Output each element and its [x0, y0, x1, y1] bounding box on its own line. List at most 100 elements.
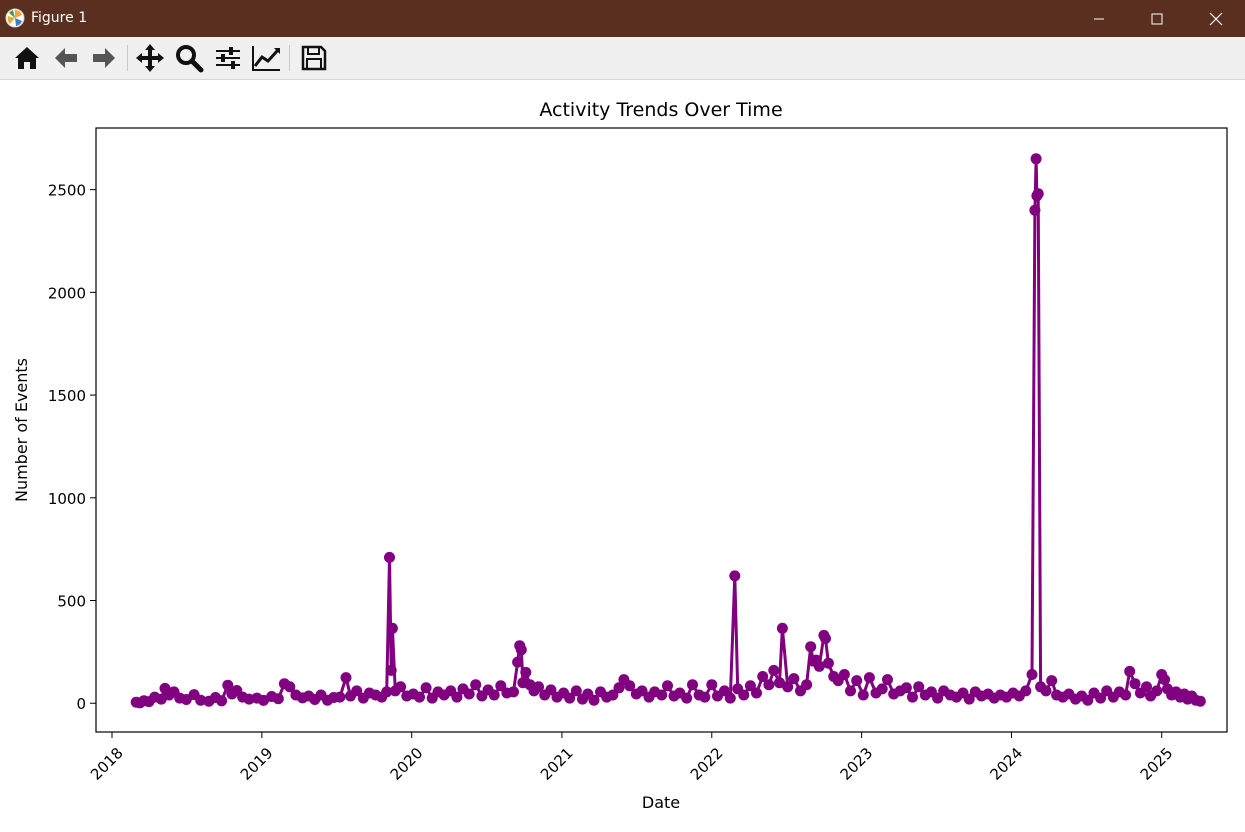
data-point	[838, 669, 850, 680]
data-point	[1030, 153, 1042, 165]
data-point	[495, 680, 507, 692]
data-point	[900, 682, 912, 694]
data-point	[751, 687, 762, 699]
data-point	[351, 685, 363, 697]
data-point	[805, 641, 817, 653]
data-point	[533, 681, 544, 693]
data-point	[857, 689, 869, 701]
save-icon	[301, 45, 327, 71]
edit-axis-button[interactable]	[249, 41, 283, 75]
data-point	[1046, 675, 1058, 687]
data-point	[545, 684, 557, 696]
data-point	[706, 679, 718, 691]
forward-button[interactable]	[87, 41, 121, 75]
data-point	[822, 657, 834, 669]
y-tick-label: 2500	[48, 182, 86, 200]
save-button[interactable]	[297, 41, 331, 75]
x-tick-label: 2021	[537, 744, 577, 784]
data-point	[463, 688, 475, 700]
y-tick-label: 0	[76, 695, 86, 713]
window-title: Figure 1	[31, 10, 88, 26]
close-icon	[1209, 12, 1223, 25]
x-tick-label: 2025	[1137, 744, 1177, 784]
data-point	[1020, 685, 1032, 697]
chart-title: Activity Trends Over Time	[539, 99, 782, 121]
data-point	[913, 681, 925, 693]
figure-canvas: Activity Trends Over Time 0 500 1000 1500 20…	[0, 80, 1245, 828]
minimize-icon	[1094, 18, 1104, 19]
x-tick-label: 2020	[387, 744, 427, 784]
data-point	[470, 679, 482, 691]
home-button[interactable]	[10, 41, 44, 75]
data-point	[1141, 681, 1152, 693]
edit-axis-icon	[252, 46, 280, 71]
data-point	[744, 680, 756, 692]
data-point	[216, 695, 228, 707]
maximize-icon	[1151, 13, 1163, 24]
data-point	[1151, 685, 1163, 697]
x-axis: 2018 2019 2020 2021 2022 2023 2024 2025	[87, 732, 1176, 784]
data-point	[1095, 692, 1107, 704]
data-point	[776, 622, 788, 634]
toolbar-separator	[289, 45, 290, 71]
data-point	[963, 693, 975, 705]
forward-icon	[93, 48, 115, 68]
data-point	[687, 679, 698, 691]
data-point	[340, 672, 352, 684]
back-button[interactable]	[49, 41, 83, 75]
x-tick-label: 2024	[986, 744, 1026, 784]
minimize-button[interactable]	[1070, 0, 1128, 37]
y-tick-label: 2000	[48, 284, 86, 302]
y-tick-label: 1000	[48, 490, 86, 508]
data-point	[932, 692, 944, 704]
data-point	[414, 691, 425, 703]
title-bar: Figure 1	[0, 0, 1245, 37]
data-point	[195, 694, 207, 706]
data-point	[258, 694, 269, 706]
data-point	[907, 691, 918, 703]
plot-area[interactable]	[95, 127, 1228, 733]
maximize-button[interactable]	[1128, 0, 1186, 37]
y-axis: 0 500 1000 1500 2000 2500	[48, 182, 96, 713]
data-point	[564, 692, 576, 704]
data-point	[738, 689, 750, 701]
data-point	[420, 682, 432, 694]
close-button[interactable]	[1187, 0, 1245, 37]
series-activity	[130, 153, 1206, 709]
data-point	[876, 683, 888, 695]
x-tick-label: 2019	[237, 744, 277, 784]
data-point	[782, 681, 794, 693]
data-point	[1194, 695, 1206, 707]
data-point	[757, 671, 769, 682]
data-point	[851, 675, 863, 687]
data-point	[386, 622, 398, 634]
data-point	[863, 672, 875, 684]
data-point	[801, 679, 813, 691]
data-point	[1082, 694, 1094, 706]
configure-subplots-icon	[216, 47, 240, 69]
data-point	[520, 666, 532, 678]
chart: Activity Trends Over Time 0 500 1000 1500 20…	[12, 99, 1228, 812]
data-point	[381, 686, 393, 698]
data-point	[813, 660, 825, 672]
x-tick-label: 2018	[87, 744, 127, 784]
data-point	[272, 693, 284, 705]
data-point	[1120, 689, 1132, 701]
configure-subplots-button[interactable]	[211, 41, 245, 75]
zoom-button[interactable]	[172, 41, 206, 75]
data-point	[395, 681, 407, 693]
y-axis-label: Number of Events	[12, 358, 31, 502]
data-point	[788, 673, 800, 685]
data-point	[724, 692, 736, 704]
toolbar-separator	[127, 45, 128, 71]
x-tick-label: 2023	[837, 744, 877, 784]
data-point	[681, 692, 693, 704]
data-point	[624, 680, 636, 692]
pan-button[interactable]	[133, 41, 167, 75]
data-point	[763, 679, 775, 691]
data-point	[1040, 685, 1052, 697]
back-icon	[55, 48, 77, 68]
data-point	[656, 689, 668, 701]
data-point	[729, 570, 741, 582]
data-point	[1129, 678, 1141, 690]
